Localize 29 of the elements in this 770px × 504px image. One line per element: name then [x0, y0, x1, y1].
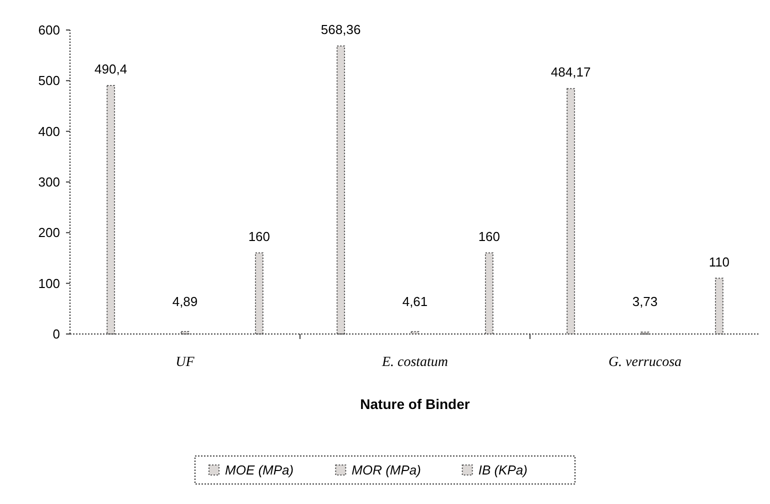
- x-axis-title: Nature of Binder: [360, 396, 470, 412]
- bar: [336, 46, 346, 334]
- y-tick-label: 300: [38, 174, 60, 190]
- y-tick-label: 0: [52, 326, 60, 342]
- data-label: 110: [708, 254, 730, 270]
- data-label: 3,73: [632, 294, 658, 309]
- x-tick-label: UF: [176, 355, 195, 370]
- data-label: 4,89: [172, 294, 198, 309]
- data-label: 160: [248, 228, 270, 244]
- y-tick-label: 500: [38, 73, 60, 88]
- legend-label: MOR (MPa): [352, 462, 422, 478]
- data-label: 490,4: [94, 62, 128, 77]
- legend-label: MOE (MPa): [225, 462, 294, 478]
- y-tick-label: 600: [38, 22, 60, 38]
- y-tick-label: 200: [38, 225, 60, 240]
- bar: [484, 252, 494, 334]
- data-label: 484,17: [550, 64, 591, 80]
- legend-label: IB (KPa): [478, 462, 528, 478]
- x-tick-label: E. costatum: [380, 355, 448, 370]
- bar: [714, 278, 724, 334]
- bar: [566, 88, 576, 334]
- bar: [106, 85, 116, 334]
- y-tick-label: 100: [38, 276, 60, 291]
- data-label: 568,36: [320, 22, 361, 38]
- data-label: 4,61: [402, 294, 428, 309]
- data-label: 160: [478, 228, 500, 244]
- bar: [254, 252, 264, 334]
- y-tick-label: 400: [38, 124, 60, 139]
- x-tick-label: G. verrucosa: [608, 355, 682, 370]
